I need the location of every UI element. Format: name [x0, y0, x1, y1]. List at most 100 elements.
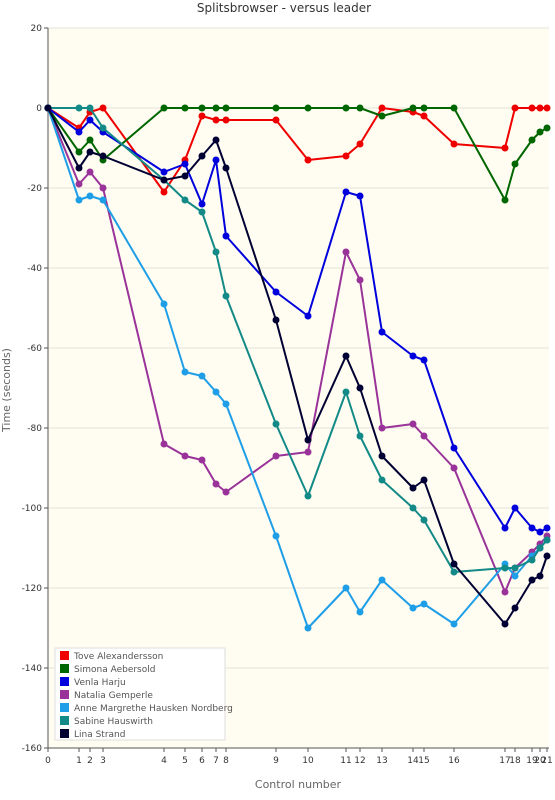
- data-point[interactable]: [528, 576, 536, 584]
- data-point[interactable]: [511, 504, 519, 512]
- data-point[interactable]: [75, 104, 83, 112]
- data-point[interactable]: [450, 104, 458, 112]
- data-point[interactable]: [536, 528, 544, 536]
- data-point[interactable]: [342, 352, 350, 360]
- data-point[interactable]: [450, 140, 458, 148]
- data-point[interactable]: [501, 196, 509, 204]
- data-point[interactable]: [99, 184, 107, 192]
- data-point[interactable]: [378, 576, 386, 584]
- data-point[interactable]: [198, 152, 206, 160]
- data-point[interactable]: [212, 104, 220, 112]
- data-point[interactable]: [198, 456, 206, 464]
- data-point[interactable]: [450, 560, 458, 568]
- data-point[interactable]: [198, 104, 206, 112]
- data-point[interactable]: [272, 104, 280, 112]
- data-point[interactable]: [342, 152, 350, 160]
- data-point[interactable]: [160, 188, 168, 196]
- data-point[interactable]: [501, 524, 509, 532]
- data-point[interactable]: [420, 600, 428, 608]
- data-point[interactable]: [511, 104, 519, 112]
- data-point[interactable]: [99, 152, 107, 160]
- data-point[interactable]: [342, 188, 350, 196]
- data-point[interactable]: [342, 584, 350, 592]
- data-point[interactable]: [181, 196, 189, 204]
- data-point[interactable]: [536, 104, 544, 112]
- data-point[interactable]: [198, 372, 206, 380]
- data-point[interactable]: [222, 400, 230, 408]
- data-point[interactable]: [181, 160, 189, 168]
- data-point[interactable]: [420, 104, 428, 112]
- data-point[interactable]: [212, 156, 220, 164]
- data-point[interactable]: [543, 124, 551, 132]
- data-point[interactable]: [501, 588, 509, 596]
- data-point[interactable]: [420, 356, 428, 364]
- data-point[interactable]: [450, 620, 458, 628]
- data-point[interactable]: [378, 424, 386, 432]
- data-point[interactable]: [304, 156, 312, 164]
- data-point[interactable]: [450, 464, 458, 472]
- data-point[interactable]: [356, 608, 364, 616]
- data-point[interactable]: [356, 276, 364, 284]
- data-point[interactable]: [356, 384, 364, 392]
- data-point[interactable]: [181, 172, 189, 180]
- data-point[interactable]: [304, 104, 312, 112]
- data-point[interactable]: [511, 564, 519, 572]
- data-point[interactable]: [501, 564, 509, 572]
- data-point[interactable]: [99, 196, 107, 204]
- data-point[interactable]: [409, 484, 417, 492]
- data-point[interactable]: [501, 144, 509, 152]
- data-point[interactable]: [356, 104, 364, 112]
- data-point[interactable]: [272, 288, 280, 296]
- data-point[interactable]: [272, 116, 280, 124]
- data-point[interactable]: [198, 200, 206, 208]
- data-point[interactable]: [222, 164, 230, 172]
- data-point[interactable]: [222, 116, 230, 124]
- data-point[interactable]: [356, 432, 364, 440]
- data-point[interactable]: [450, 568, 458, 576]
- data-point[interactable]: [536, 544, 544, 552]
- data-point[interactable]: [181, 452, 189, 460]
- data-point[interactable]: [272, 420, 280, 428]
- data-point[interactable]: [409, 604, 417, 612]
- data-point[interactable]: [528, 524, 536, 532]
- data-point[interactable]: [536, 572, 544, 580]
- data-point[interactable]: [272, 452, 280, 460]
- data-point[interactable]: [99, 124, 107, 132]
- data-point[interactable]: [511, 160, 519, 168]
- data-point[interactable]: [44, 104, 52, 112]
- data-point[interactable]: [511, 604, 519, 612]
- data-point[interactable]: [75, 164, 83, 172]
- data-point[interactable]: [222, 292, 230, 300]
- data-point[interactable]: [160, 104, 168, 112]
- data-point[interactable]: [222, 232, 230, 240]
- data-point[interactable]: [160, 176, 168, 184]
- data-point[interactable]: [86, 148, 94, 156]
- data-point[interactable]: [543, 524, 551, 532]
- data-point[interactable]: [342, 104, 350, 112]
- data-point[interactable]: [304, 448, 312, 456]
- data-point[interactable]: [528, 556, 536, 564]
- data-point[interactable]: [181, 368, 189, 376]
- data-point[interactable]: [304, 312, 312, 320]
- data-point[interactable]: [528, 136, 536, 144]
- data-point[interactable]: [543, 536, 551, 544]
- data-point[interactable]: [420, 432, 428, 440]
- data-point[interactable]: [75, 180, 83, 188]
- data-point[interactable]: [543, 552, 551, 560]
- data-point[interactable]: [378, 112, 386, 120]
- data-point[interactable]: [450, 444, 458, 452]
- data-point[interactable]: [378, 476, 386, 484]
- data-point[interactable]: [212, 116, 220, 124]
- data-point[interactable]: [342, 388, 350, 396]
- data-point[interactable]: [212, 388, 220, 396]
- data-point[interactable]: [75, 148, 83, 156]
- data-point[interactable]: [511, 572, 519, 580]
- data-point[interactable]: [356, 140, 364, 148]
- data-point[interactable]: [304, 624, 312, 632]
- data-point[interactable]: [409, 504, 417, 512]
- data-point[interactable]: [409, 420, 417, 428]
- data-point[interactable]: [86, 104, 94, 112]
- data-point[interactable]: [86, 168, 94, 176]
- data-point[interactable]: [420, 516, 428, 524]
- data-point[interactable]: [272, 532, 280, 540]
